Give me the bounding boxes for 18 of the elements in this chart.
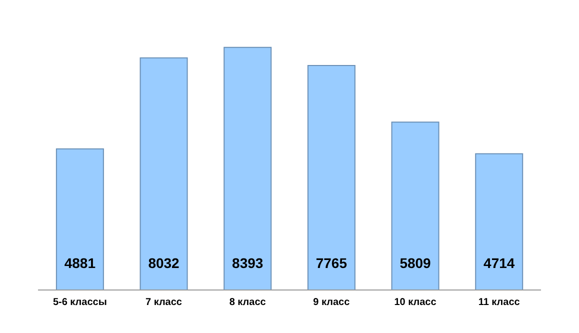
x-tick-label: 5-6 классы xyxy=(52,297,107,308)
data-label: 4881 xyxy=(64,255,96,271)
data-label: 7765 xyxy=(316,255,348,271)
bar xyxy=(56,148,104,290)
x-tick-label: 10 класс xyxy=(394,297,437,308)
x-tick-label: 11 класс xyxy=(478,297,520,308)
x-tick-label: 9 класс xyxy=(313,297,350,308)
bar xyxy=(224,46,272,290)
data-label: 8393 xyxy=(232,255,264,271)
bar xyxy=(307,65,356,290)
x-tick-label: 8 класс xyxy=(229,297,266,308)
data-label: 5809 xyxy=(400,255,432,271)
bar xyxy=(475,153,524,290)
data-label: 8032 xyxy=(148,255,180,271)
bar xyxy=(140,57,188,290)
x-tick-label: 7 класс xyxy=(145,297,182,308)
data-label: 4714 xyxy=(484,255,515,271)
bar xyxy=(391,122,440,290)
